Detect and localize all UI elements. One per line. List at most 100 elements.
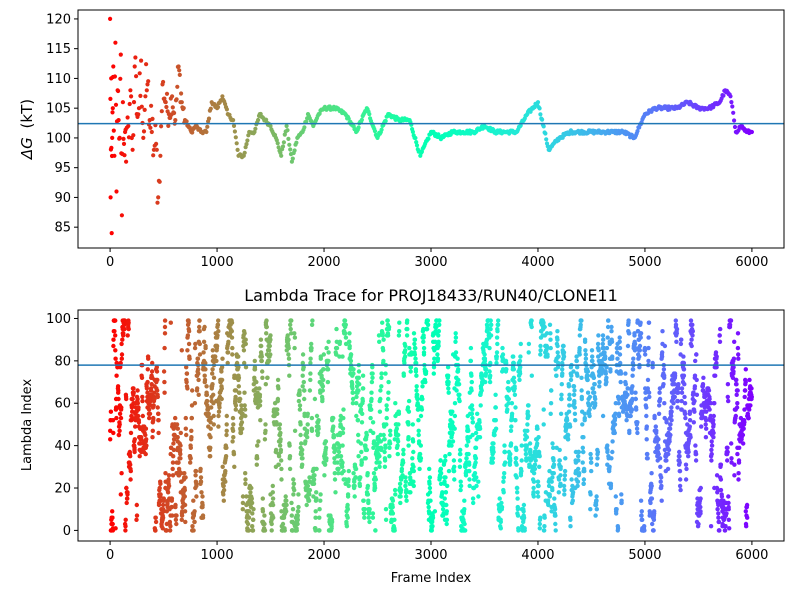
lambda-point <box>160 526 165 531</box>
lambda-point <box>438 471 444 476</box>
lambda-point <box>449 443 454 448</box>
lambda-point <box>519 443 524 448</box>
delta-g-point <box>317 111 322 116</box>
lambda-point <box>342 318 348 323</box>
lambda-point <box>255 443 260 448</box>
lambda-point <box>535 479 541 484</box>
lambda-point <box>577 345 582 351</box>
lambda-point <box>617 335 622 340</box>
lambda-point <box>548 345 553 351</box>
lambda-point <box>458 487 463 493</box>
lambda-point <box>660 329 665 334</box>
lambda-point <box>693 458 699 463</box>
lambda-point <box>532 466 538 472</box>
lambda-point <box>556 354 561 359</box>
lambda-point <box>287 443 292 448</box>
lambda-point <box>148 388 154 393</box>
lambda-point <box>508 458 513 463</box>
lambda-point <box>511 367 516 372</box>
lambda-point <box>512 379 517 385</box>
lambda-point <box>588 492 593 497</box>
lambda-point <box>542 524 547 529</box>
lambda-point <box>413 356 418 361</box>
lambda-point <box>669 409 674 414</box>
lambda-point <box>368 415 373 421</box>
lambda-point <box>265 375 270 380</box>
lambda-point <box>162 331 168 336</box>
lambda-point <box>546 483 552 489</box>
lambda-point <box>182 487 187 493</box>
lambda-point <box>550 475 555 480</box>
lambda-point <box>236 354 241 359</box>
lambda-point <box>116 396 121 402</box>
delta-g-point <box>145 82 150 87</box>
lambda-point <box>724 511 729 516</box>
lambda-point <box>581 449 586 455</box>
lambda-point <box>324 456 329 461</box>
lambda-point <box>230 415 236 421</box>
delta-g-point <box>234 141 239 146</box>
lambda-point <box>606 318 611 323</box>
lambda-point <box>137 454 142 459</box>
lambda-point <box>446 373 451 378</box>
lambda-point <box>189 415 194 421</box>
lambda-point <box>492 432 497 438</box>
lambda-point <box>467 462 472 467</box>
lambda-point <box>575 479 581 484</box>
lambda-point <box>370 420 376 425</box>
lambda-point <box>676 382 681 387</box>
lambda-point <box>233 388 239 393</box>
lambda-point <box>243 477 248 482</box>
lambda-point <box>343 322 348 327</box>
lambda-point <box>451 458 457 463</box>
lambda-point <box>533 458 538 463</box>
lambda-point <box>573 418 578 423</box>
lambda-point <box>525 422 530 427</box>
lambda-point <box>716 511 721 516</box>
lambda-point <box>354 413 359 419</box>
lambda-point <box>427 481 432 486</box>
lambda-point <box>405 318 410 323</box>
lambda-point <box>709 447 714 453</box>
delta-g-point <box>151 147 156 152</box>
lambda-point <box>286 337 291 342</box>
lambda-point <box>292 345 297 351</box>
delta-g-point <box>729 100 734 105</box>
lambda-point <box>108 409 114 414</box>
lambda-point <box>604 375 609 380</box>
delta-g-point <box>130 147 135 152</box>
lambda-point <box>437 322 442 327</box>
lambda-point <box>547 322 553 327</box>
lambda-point <box>657 390 662 395</box>
lambda-point <box>211 422 216 427</box>
lambda-point <box>351 471 356 476</box>
lambda-point <box>583 352 588 357</box>
lambda-point <box>197 341 202 347</box>
lambda-point <box>633 396 638 402</box>
lambda-point <box>421 345 427 351</box>
delta-g-y-axis-symbol: ΔG <box>18 137 36 160</box>
lambda-point <box>600 413 606 419</box>
lambda-point <box>113 356 118 361</box>
lambda-point <box>337 354 342 359</box>
lambda-point <box>360 373 366 378</box>
lambda-point <box>383 507 389 512</box>
lambda-point <box>410 439 416 444</box>
lambda-point <box>289 513 294 518</box>
lambda-point <box>147 411 153 416</box>
lambda-point <box>240 494 246 499</box>
lambda-point <box>734 382 739 387</box>
delta-g-point <box>149 103 154 108</box>
lambda-point <box>224 413 229 419</box>
lambda-point <box>302 388 307 393</box>
lambda-point <box>111 343 116 349</box>
lambda-point <box>309 345 314 351</box>
lambda-point <box>421 335 426 340</box>
lambda-point <box>357 483 363 489</box>
lambda-point <box>373 477 378 482</box>
lambda-point <box>714 365 719 370</box>
lambda-point <box>548 411 553 416</box>
lambda-point <box>351 367 356 372</box>
lambda-point <box>117 422 122 427</box>
lambda-point <box>726 494 731 499</box>
